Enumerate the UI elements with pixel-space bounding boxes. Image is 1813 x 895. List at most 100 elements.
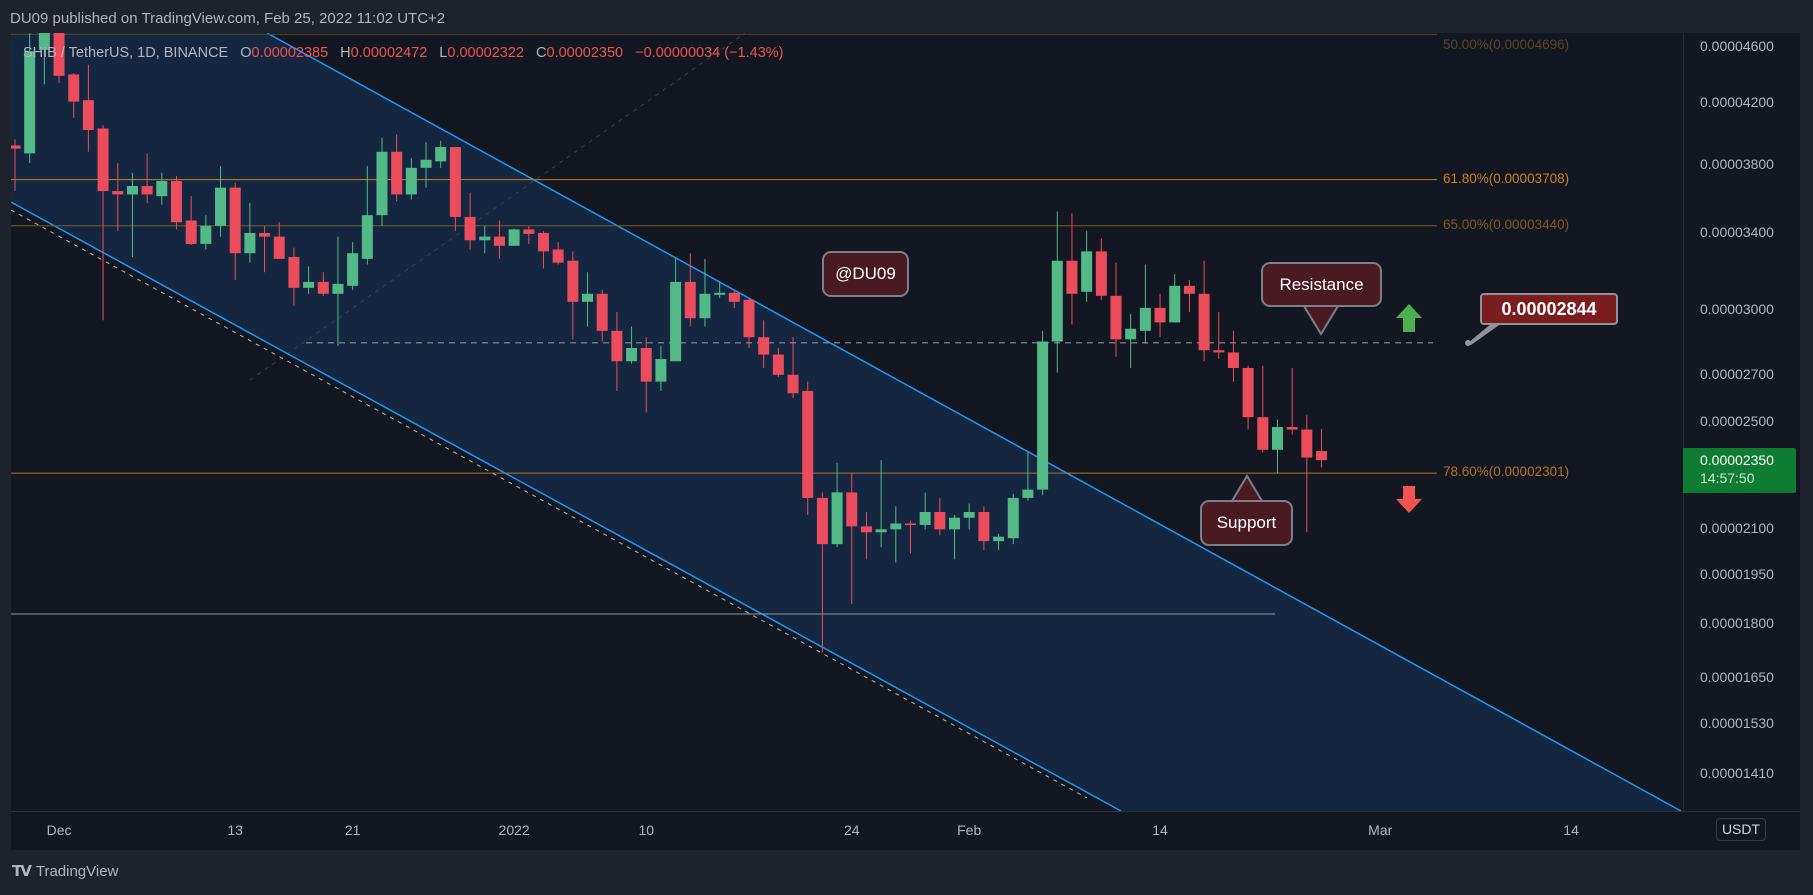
- arrow-down-icon: [1396, 486, 1422, 513]
- candle-body: [200, 225, 212, 244]
- candle-body: [1125, 328, 1137, 340]
- price-axis[interactable]: [1683, 33, 1800, 811]
- candle-body: [699, 293, 711, 319]
- resistance-callout[interactable]: Resistance: [1261, 262, 1382, 307]
- fib-level-label: 61.80%(0.00003708): [1443, 170, 1570, 186]
- watermark-label[interactable]: @DU09: [822, 251, 909, 297]
- resistance-price-label[interactable]: 0.00002844: [1480, 293, 1618, 325]
- open-value: 0.00002385: [251, 45, 329, 61]
- candle-body: [743, 299, 755, 338]
- channel-offset-dashed-line: [11, 209, 1088, 799]
- candle-body: [1081, 251, 1093, 292]
- price-axis-label: 0.00004600: [1700, 38, 1774, 55]
- candle-body: [1213, 350, 1225, 353]
- candle-body: [1271, 427, 1283, 450]
- change-value: −0.00000034 (−1.43%): [635, 45, 784, 61]
- candle-body: [68, 74, 80, 102]
- candle-body: [816, 497, 828, 545]
- candle-body: [904, 523, 916, 526]
- support-callout-pointer: [1230, 474, 1264, 502]
- currency-button[interactable]: USDT: [1716, 818, 1766, 841]
- time-axis[interactable]: [11, 811, 1800, 850]
- candle-body: [611, 330, 623, 362]
- price-axis-label: 0.00002100: [1700, 520, 1774, 537]
- tradingview-logo-icon: 𝗧𝗩: [12, 863, 32, 880]
- price-axis-label: 0.00001950: [1700, 565, 1774, 582]
- candle-body: [449, 147, 461, 217]
- candle-body: [405, 167, 417, 195]
- candle-body: [1037, 341, 1049, 490]
- price-axis-label: 0.00003000: [1700, 300, 1774, 317]
- candle-body: [303, 281, 315, 288]
- channel-upper-line: [266, 33, 1682, 811]
- candle-body: [244, 233, 256, 254]
- candle-body: [949, 517, 961, 530]
- candle-body: [1007, 497, 1019, 539]
- candle-body: [420, 159, 432, 168]
- time-axis-label: 13: [227, 822, 243, 838]
- time-axis-label: 24: [843, 822, 860, 838]
- candle-body: [567, 260, 579, 302]
- candle-body: [391, 151, 403, 195]
- candle-body: [493, 236, 505, 246]
- candle-body: [846, 492, 858, 527]
- candle-body: [97, 128, 109, 192]
- candle-body: [11, 145, 21, 149]
- candle-body: [185, 220, 197, 244]
- candle-body: [464, 216, 476, 241]
- candle-body: [772, 354, 784, 375]
- price-axis-label: 0.00002700: [1700, 365, 1774, 382]
- time-axis-label: Dec: [46, 822, 72, 838]
- time-axis-label: 14: [1563, 822, 1579, 838]
- time-axis-label: 14: [1152, 822, 1168, 838]
- channel-fill: [11, 33, 1681, 811]
- candle-body: [523, 229, 535, 234]
- candle-body: [1051, 260, 1063, 342]
- price-axis-label: 0.00001530: [1700, 715, 1774, 732]
- candle-body: [126, 186, 138, 195]
- candle-body: [670, 281, 682, 362]
- low-key: L: [439, 45, 448, 61]
- candle-body: [714, 292, 726, 295]
- candle-body: [1286, 427, 1298, 430]
- candle-body: [758, 337, 770, 355]
- anchor-dot: [1465, 340, 1471, 346]
- fib-level-label: 65.00%(0.00003440): [1443, 216, 1570, 232]
- candle-body: [1301, 429, 1313, 458]
- candle-body: [831, 492, 843, 545]
- time-axis-label: Feb: [957, 822, 982, 838]
- symbol-legend: SHIB / TetherUS, 1D, BINANCE O0.00002385…: [23, 45, 791, 61]
- support-callout[interactable]: Support: [1200, 500, 1293, 546]
- candle-body: [273, 236, 285, 259]
- candle-body: [537, 233, 549, 252]
- channel-median-line: [249, 33, 746, 381]
- candle-body: [1198, 293, 1210, 351]
- candle-body: [259, 233, 271, 237]
- candle-body: [728, 292, 740, 302]
- time-axis-label: Mar: [1368, 822, 1393, 838]
- close-key: C: [536, 45, 547, 61]
- brand-name: TradingView: [35, 862, 119, 880]
- candle-body: [919, 512, 931, 525]
- fib-level-label: 78.60%(0.00002301): [1443, 464, 1570, 480]
- candle-body: [1242, 367, 1254, 418]
- candle-body: [655, 359, 667, 382]
- published-info: DU09 published on TradingView.com, Feb 2…: [10, 10, 446, 27]
- candle-body: [963, 512, 975, 518]
- candle-body: [479, 236, 491, 241]
- high-value: 0.00002472: [350, 45, 428, 61]
- time-axis-label: 21: [344, 822, 361, 838]
- fib-level-label: 50.00%(0.00004696): [1443, 37, 1570, 52]
- price-axis-label: 0.00004200: [1700, 94, 1774, 111]
- candle-body: [1066, 260, 1078, 294]
- candle-body: [640, 348, 652, 382]
- price-axis-label: 0.00001410: [1700, 765, 1774, 782]
- candle-body: [802, 390, 814, 498]
- tradingview-logo[interactable]: 𝗧𝗩 TradingView: [12, 862, 119, 881]
- candle-body: [1154, 307, 1166, 323]
- candle-body: [317, 281, 329, 294]
- candle-body: [552, 249, 564, 263]
- price-axis-label: 0.00003800: [1700, 155, 1774, 172]
- candle-body: [82, 100, 94, 130]
